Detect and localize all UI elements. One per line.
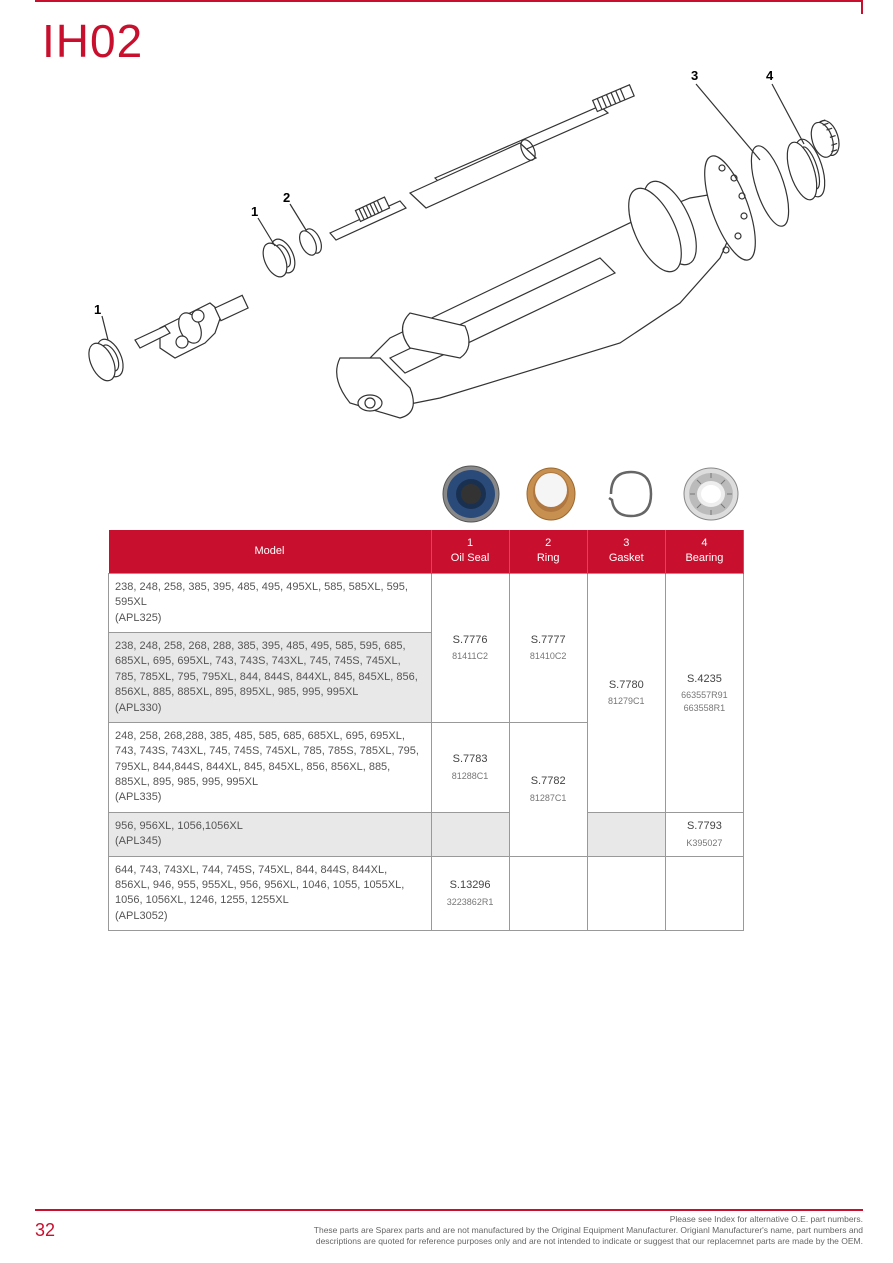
- model-cell: 956, 956XL, 1056,1056XL(APL345): [109, 812, 432, 856]
- part-cell: [587, 812, 665, 856]
- header-model: Model: [109, 530, 432, 573]
- product-thumbnails-row: [435, 458, 747, 530]
- part-cell: [509, 856, 587, 931]
- part-cell: S.778081279C1: [587, 573, 665, 812]
- table-row: 956, 956XL, 1056,1056XL(APL345) S.7793K3…: [109, 812, 744, 856]
- part-cell: S.778381288C1: [431, 722, 509, 812]
- model-cell: 248, 258, 268,288, 385, 485, 585, 685, 6…: [109, 722, 432, 812]
- page-top-border: [35, 0, 863, 14]
- parts-table: Model 1Oil Seal 2Ring 3Gasket 4Bearing 2…: [108, 530, 744, 931]
- part-cell: [587, 856, 665, 931]
- callout-4: 4: [766, 68, 773, 83]
- header-oil-seal: 1Oil Seal: [431, 530, 509, 573]
- model-cell: 238, 248, 258, 268, 288, 385, 395, 485, …: [109, 632, 432, 722]
- gasket-thumb: [595, 458, 667, 530]
- part-cell: S.4235663557R91663558R1: [665, 573, 743, 812]
- header-gasket: 3Gasket: [587, 530, 665, 573]
- header-ring: 2Ring: [509, 530, 587, 573]
- table-row: 238, 248, 258, 385, 395, 485, 495, 495XL…: [109, 573, 744, 632]
- model-cell: 238, 248, 258, 385, 395, 485, 495, 495XL…: [109, 573, 432, 632]
- table-row: 644, 743, 743XL, 744, 745S, 745XL, 844, …: [109, 856, 744, 931]
- part-cell: S.132963223862R1: [431, 856, 509, 931]
- footer-disclaimer: Please see Index for alternative O.E. pa…: [314, 1214, 863, 1247]
- part-cell: S.777781410C2: [509, 573, 587, 722]
- part-cell: S.777681411C2: [431, 573, 509, 722]
- model-cell: 644, 743, 743XL, 744, 745S, 745XL, 844, …: [109, 856, 432, 931]
- part-cell: [665, 856, 743, 931]
- callout-2: 2: [283, 190, 290, 205]
- callout-1a: 1: [94, 302, 101, 317]
- exploded-diagram: 1 1 2 3 4: [40, 58, 840, 428]
- table-header-row: Model 1Oil Seal 2Ring 3Gasket 4Bearing: [109, 530, 744, 573]
- callout-1b: 1: [251, 204, 258, 219]
- bearing-thumb: [675, 458, 747, 530]
- ring-thumb: [515, 458, 587, 530]
- part-cell: S.778281287C1: [509, 722, 587, 856]
- oil-seal-thumb: [435, 458, 507, 530]
- header-bearing: 4Bearing: [665, 530, 743, 573]
- footer-divider: [35, 1209, 863, 1211]
- part-cell: S.7793K395027: [665, 812, 743, 856]
- page-number: 32: [35, 1220, 55, 1241]
- callout-3: 3: [691, 68, 698, 83]
- part-cell: [431, 812, 509, 856]
